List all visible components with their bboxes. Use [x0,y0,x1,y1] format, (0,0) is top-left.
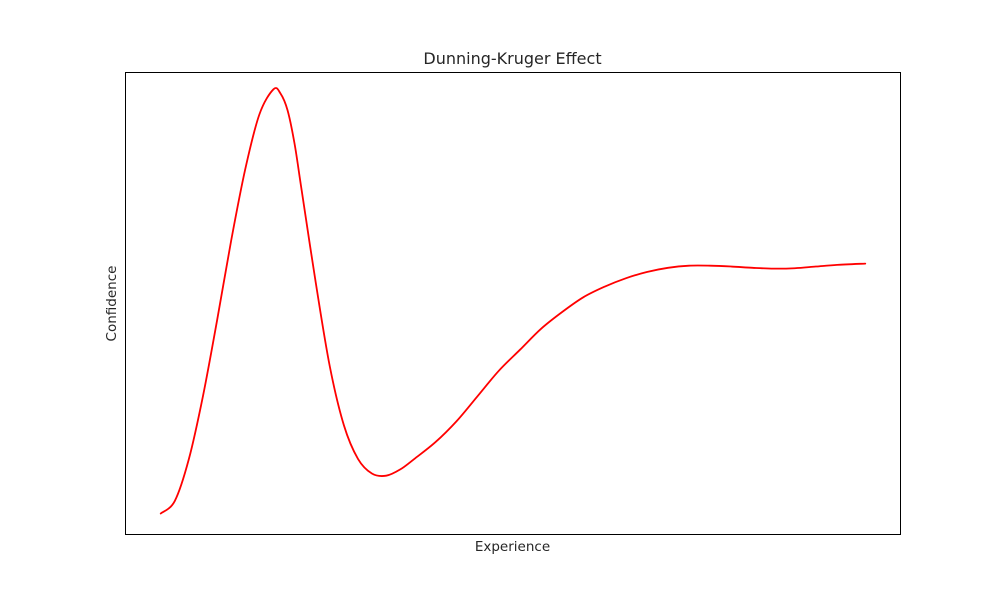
plot-area [125,72,901,535]
series-layer [159,87,867,515]
x-axis-label: Experience [475,539,550,555]
series-line [159,87,867,515]
chart-title: Dunning-Kruger Effect [423,49,601,68]
y-axis-label: Confidence [104,266,120,342]
